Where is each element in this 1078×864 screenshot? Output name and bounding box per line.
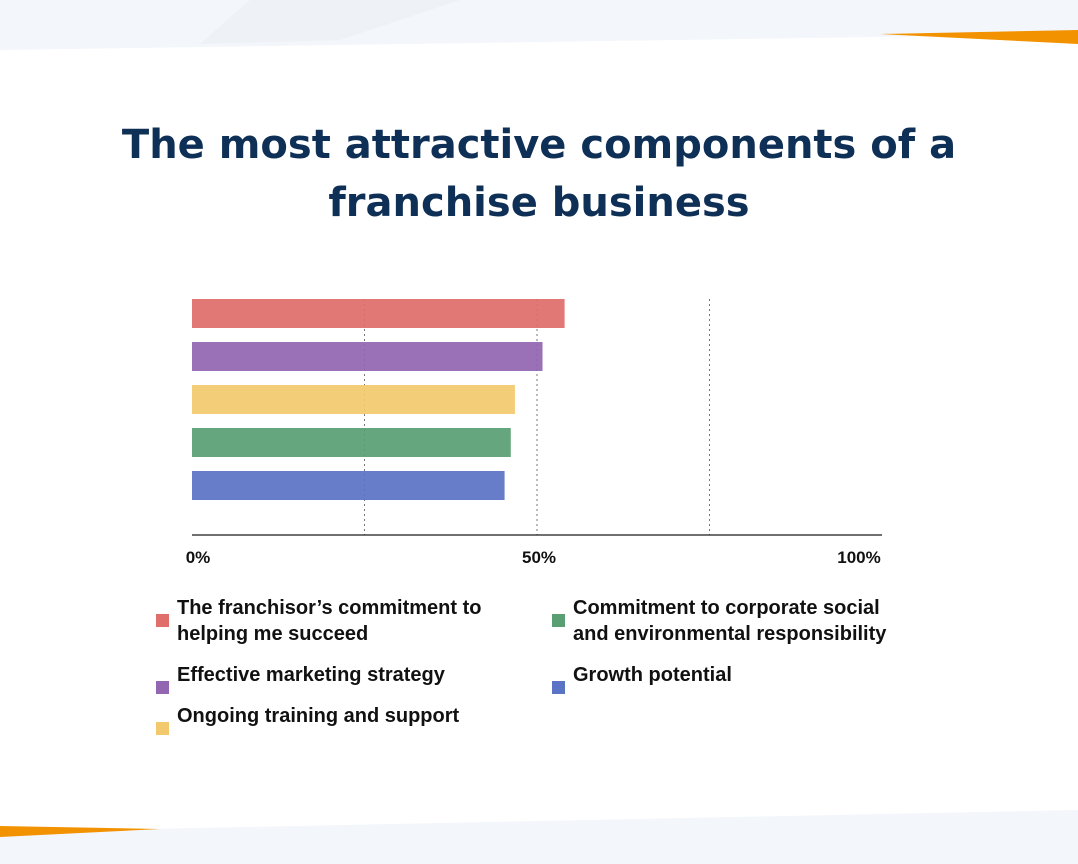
legend-label: The franchisor’s commitment to helping m…	[177, 597, 482, 645]
x-tick-0: 0%	[186, 548, 211, 567]
legend-item-growth: Growth potential	[552, 662, 732, 694]
legend-swatch	[156, 722, 169, 735]
x-tick-50: 50%	[522, 548, 556, 567]
x-tick-100: 100%	[837, 548, 880, 567]
bottom-decoration	[0, 810, 1078, 864]
legend-item-commitment: The franchisor’s commitment to helping m…	[156, 595, 482, 647]
legend-swatch	[552, 614, 565, 627]
top-decoration	[0, 0, 1078, 50]
legend-swatch	[156, 681, 169, 694]
chart-bars	[192, 299, 565, 500]
legend-label: Commitment to corporate social and envir…	[573, 597, 887, 645]
legend-label: Growth potential	[573, 664, 732, 686]
legend-item-csr: Commitment to corporate social and envir…	[552, 595, 886, 647]
chart-title-line-1: The most attractive components of a	[121, 122, 957, 168]
legend-label: Ongoing training and support	[177, 705, 460, 727]
legend-swatch	[552, 681, 565, 694]
chart-title-line-2: franchise business	[328, 180, 750, 226]
bar-marketing-strategy	[192, 342, 543, 371]
bar-csr-commitment	[192, 428, 511, 457]
bar-chart: 0% 50% 100%	[186, 299, 882, 567]
bar-franchisor-commitment	[192, 299, 565, 328]
bar-training-support	[192, 385, 515, 414]
chart-title: The most attractive components of a fran…	[0, 116, 1078, 232]
legend-swatch	[156, 614, 169, 627]
legend-item-marketing: Effective marketing strategy	[156, 662, 445, 694]
legend-item-training: Ongoing training and support	[156, 703, 459, 735]
legend-label: Effective marketing strategy	[177, 664, 445, 686]
bar-growth-potential	[192, 471, 505, 500]
